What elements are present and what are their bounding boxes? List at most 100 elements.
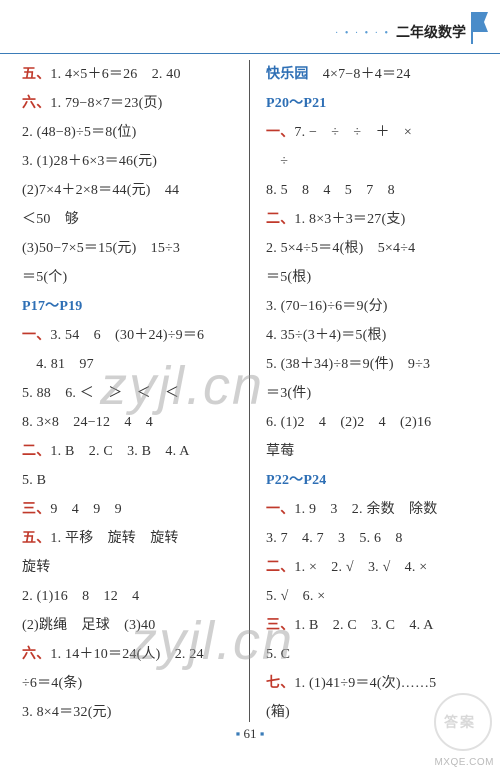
line-text: 8. 5 8 4 5 7 8 <box>266 183 395 198</box>
section-label: 一、 <box>266 502 294 517</box>
line-text: 5. C <box>266 647 290 662</box>
content-line: P22～P24 <box>266 466 482 495</box>
content-line: 8. 3×8 24−12 4 4 <box>22 408 235 437</box>
content-line: 五、1. 4×5＋6＝26 2. 40 <box>22 60 235 89</box>
page-decor-right: ▪ <box>260 726 265 741</box>
content-line: ＝3(件) <box>266 379 482 408</box>
line-text: 5. 88 6. ＜ ＞ ＜ ＜ <box>22 386 179 401</box>
section-label: 二、 <box>22 444 50 459</box>
line-text: ÷ <box>266 154 288 169</box>
page-decor-left: ▪ <box>236 726 241 741</box>
content-line: 五、1. 平移 旋转 旋转 <box>22 524 235 553</box>
line-text: ＜50 够 <box>22 212 79 227</box>
line-text: 1. (1)41÷9＝4(次)……5 <box>294 676 436 691</box>
line-text: 1. 平移 旋转 旋转 <box>50 531 178 546</box>
line-text: 3. 54 6 (30＋24)÷9＝6 <box>50 328 204 343</box>
content-line: 2. (48−8)÷5＝8(位) <box>22 118 235 147</box>
section-label: 一、 <box>266 125 294 140</box>
section-label: 三、 <box>22 502 50 517</box>
content-line: 三、1. B 2. C 3. C 4. A <box>266 611 482 640</box>
line-text: 3. (1)28＋6×3＝46(元) <box>22 154 157 169</box>
line-text: 8. 3×8 24−12 4 4 <box>22 415 153 430</box>
line-text: 2. (48−8)÷5＝8(位) <box>22 125 136 140</box>
content-line: P17～P19 <box>22 292 235 321</box>
content-line: 3. (1)28＋6×3＝46(元) <box>22 147 235 176</box>
content-line: 六、1. 79−8×7＝23(页) <box>22 89 235 118</box>
line-text: 6. (1)2 4 (2)2 4 (2)16 <box>266 415 431 430</box>
line-text: (3)50−7×5＝15(元) 15÷3 <box>22 241 180 256</box>
section-label: P22～P24 <box>266 473 327 488</box>
content-line: 6. (1)2 4 (2)2 4 (2)16 <box>266 408 482 437</box>
content-line: 一、7. − ÷ ÷ ＋ × <box>266 118 482 147</box>
line-text: 4. 35÷(3＋4)＝5(根) <box>266 328 387 343</box>
content-line: 3. (70−16)÷6＝9(分) <box>266 292 482 321</box>
content-line: 六、1. 14＋10＝24(人) 2. 24 <box>22 640 235 669</box>
line-text: 1. B 2. C 3. B 4. A <box>50 444 189 459</box>
content-line: (2)7×4＋2×8＝44(元) 44 <box>22 176 235 205</box>
content-line: ÷ <box>266 147 482 176</box>
content-columns: 五、1. 4×5＋6＝26 2. 40六、1. 79−8×7＝23(页)2. (… <box>0 54 500 722</box>
content-line: 一、1. 9 3 2. 余数 除数 <box>266 495 482 524</box>
content-line: 2. (1)16 8 12 4 <box>22 582 235 611</box>
content-line: 5. (38＋34)÷8＝9(件) 9÷3 <box>266 350 482 379</box>
content-line: 二、1. × 2. √ 3. √ 4. × <box>266 553 482 582</box>
line-text: 5. √ 6. × <box>266 589 325 604</box>
content-line: 5. 88 6. ＜ ＞ ＜ ＜ <box>22 379 235 408</box>
line-text: 3. 7 4. 7 3 5. 6 8 <box>266 531 403 546</box>
line-text: 5. (38＋34)÷8＝9(件) 9÷3 <box>266 357 430 372</box>
content-line: 二、1. B 2. C 3. B 4. A <box>22 437 235 466</box>
section-label: 二、 <box>266 560 294 575</box>
header-title: 二年级数学 <box>396 22 466 42</box>
line-text: ＝5(根) <box>266 270 311 285</box>
content-line: (3)50−7×5＝15(元) 15÷3 <box>22 234 235 263</box>
line-text: 1. B 2. C 3. C 4. A <box>294 618 433 633</box>
line-text: 1. 4×5＋6＝26 2. 40 <box>50 67 180 82</box>
line-text: 3. (70−16)÷6＝9(分) <box>266 299 388 314</box>
content-line: 4. 81 97 <box>22 350 235 379</box>
line-text: 3. 8×4＝32(元) <box>22 705 112 720</box>
line-text: ÷6＝4(条) <box>22 676 82 691</box>
content-line: 草莓 <box>266 437 482 466</box>
section-label: 一、 <box>22 328 50 343</box>
section-label: 快乐园 <box>266 67 309 82</box>
section-label: 五、 <box>22 67 50 82</box>
line-text: (箱) <box>266 705 290 720</box>
content-line: 4. 35÷(3＋4)＝5(根) <box>266 321 482 350</box>
content-line: 三、9 4 9 9 <box>22 495 235 524</box>
page-number: ▪ 61 ▪ <box>0 726 500 742</box>
line-text: 2. 5×4÷5＝4(根) 5×4÷4 <box>266 241 415 256</box>
section-label: 五、 <box>22 531 50 546</box>
section-label: 六、 <box>22 647 50 662</box>
line-text: 草莓 <box>266 444 294 459</box>
line-text: 旋转 <box>22 560 50 575</box>
line-text: 5. B <box>22 473 46 488</box>
content-line: ＝5(个) <box>22 263 235 292</box>
page-number-value: 61 <box>244 726 257 741</box>
content-line: 一、3. 54 6 (30＋24)÷9＝6 <box>22 321 235 350</box>
line-text: 1. 79−8×7＝23(页) <box>50 96 162 111</box>
content-line: 5. √ 6. × <box>266 582 482 611</box>
content-line: 3. 7 4. 7 3 5. 6 8 <box>266 524 482 553</box>
content-line: 5. B <box>22 466 235 495</box>
line-text: 9 4 9 9 <box>50 502 121 517</box>
content-line: (2)跳绳 足球 (3)40 <box>22 611 235 640</box>
line-text: 1. × 2. √ 3. √ 4. × <box>294 560 427 575</box>
line-text: (2)7×4＋2×8＝44(元) 44 <box>22 183 179 198</box>
line-text: ＝5(个) <box>22 270 67 285</box>
section-label: 六、 <box>22 96 50 111</box>
content-line: 5. C <box>266 640 482 669</box>
content-line: ÷6＝4(条) <box>22 669 235 698</box>
line-text: 1. 8×3＋3＝27(支) <box>294 212 405 227</box>
header-dots: · • · • · • <box>335 28 390 39</box>
header-flag-icon <box>470 10 492 46</box>
section-label: 三、 <box>266 618 294 633</box>
line-text: 7. − ÷ ÷ ＋ × <box>294 125 412 140</box>
content-line: P20～P21 <box>266 89 482 118</box>
section-label: 七、 <box>266 676 294 691</box>
content-line: ＜50 够 <box>22 205 235 234</box>
line-text: 4. 81 97 <box>22 357 94 372</box>
content-line: 3. 8×4＝32(元) <box>22 698 235 727</box>
section-label: 二、 <box>266 212 294 227</box>
site-watermark: MXQE.COM <box>434 757 494 768</box>
stamp-text: 答案 <box>444 712 476 732</box>
